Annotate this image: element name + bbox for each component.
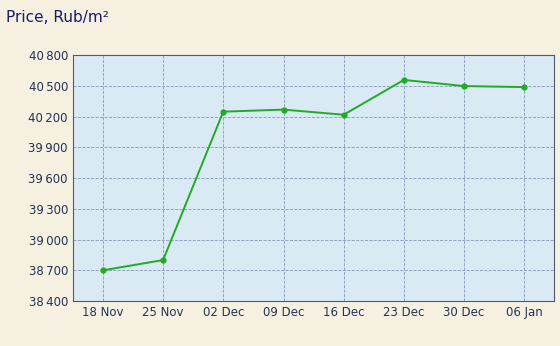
Text: Price, Rub/m²: Price, Rub/m² xyxy=(6,10,109,25)
